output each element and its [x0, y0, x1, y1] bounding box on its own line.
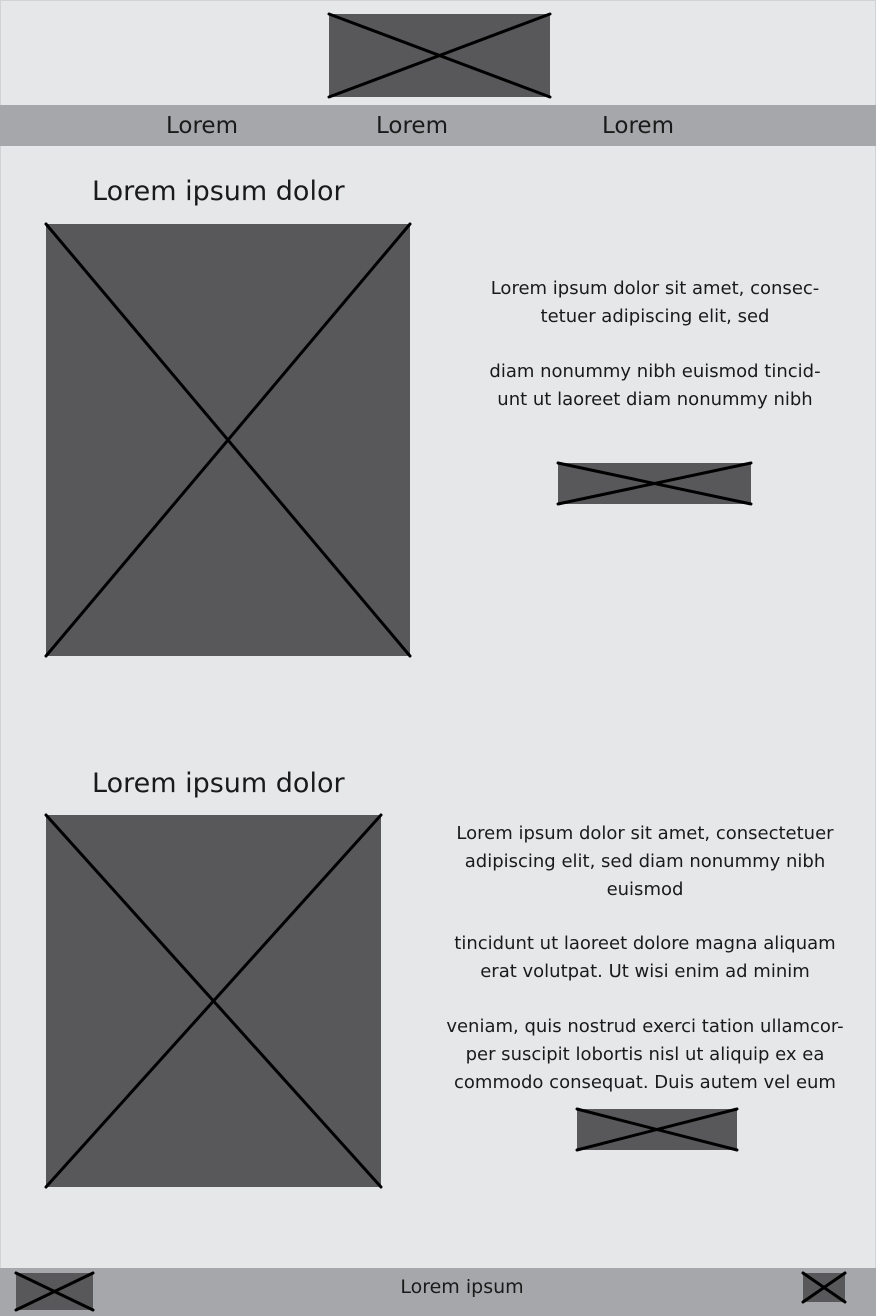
image-placeholder-icon [44, 813, 383, 1189]
section-2-paragraph-1: Lorem ipsum dolor sit amet, consectetuer… [456, 823, 834, 900]
section-2-button[interactable] [575, 1107, 739, 1152]
section-1-paragraph-2: diam nonummy nibh euismod tincid-unt ut … [489, 361, 821, 410]
button-placeholder-icon [556, 461, 753, 506]
nav-bar: Lorem Lorem Lorem [0, 105, 876, 146]
image-placeholder-icon [44, 222, 412, 658]
button-placeholder-icon [575, 1107, 739, 1152]
footer-bar: Lorem ipsum [0, 1268, 876, 1316]
nav-item-3[interactable]: Lorem [602, 113, 674, 139]
section-2-title: Lorem ipsum dolor [92, 768, 345, 799]
image-placeholder-icon [14, 1271, 95, 1312]
footer-text: Lorem ipsum [400, 1276, 524, 1298]
footer-right-icon[interactable] [801, 1271, 847, 1304]
section-1-paragraph-1: Lorem ipsum dolor sit amet, consec-tetue… [490, 278, 820, 327]
section-2-image [44, 813, 383, 1189]
footer-left-icon[interactable] [14, 1271, 95, 1312]
nav-item-1[interactable]: Lorem [166, 113, 238, 139]
image-placeholder-icon [327, 12, 552, 99]
image-placeholder-icon [801, 1271, 847, 1304]
section-1-image [44, 222, 412, 658]
logo-placeholder[interactable] [327, 12, 552, 99]
section-1-button[interactable] [556, 461, 753, 506]
section-2-paragraph-3: veniam, quis nostrud exerci tation ullam… [446, 1016, 844, 1093]
section-2-paragraph-2: tincidunt ut laoreet dolore magna aliqua… [454, 933, 836, 982]
section-1-title: Lorem ipsum dolor [92, 176, 345, 207]
nav-item-2[interactable]: Lorem [376, 113, 448, 139]
